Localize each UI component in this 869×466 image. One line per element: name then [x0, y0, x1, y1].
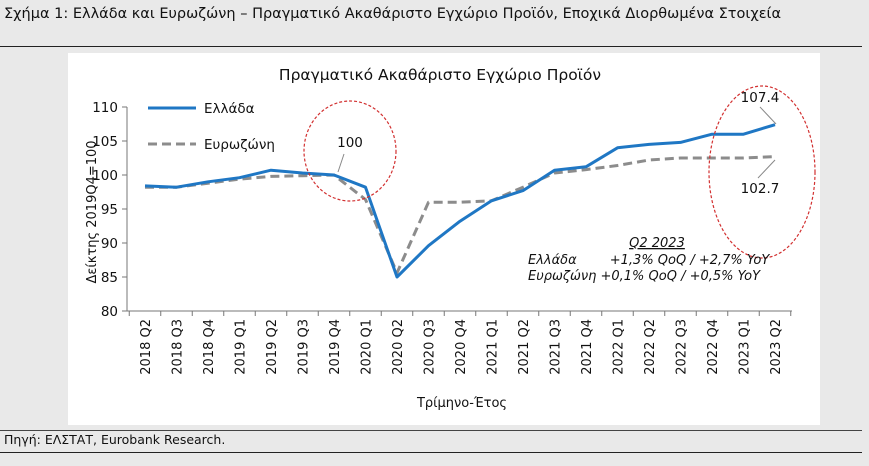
source-note: Πηγή: ΕΛΣΤΑΤ, Eurobank Research.: [4, 432, 226, 447]
x-tick-label: 2018 Q3: [171, 319, 186, 375]
y-tick-label: 80: [101, 304, 118, 320]
x-tick-label: 2020 Q1: [360, 319, 375, 375]
y-tick-label: 100: [92, 168, 118, 184]
chart-title: Πραγματικό Ακαθάριστο Εγχώριο Προϊόν: [279, 66, 601, 84]
annotation-euro-leader: [757, 159, 776, 179]
annotation-greece-leader: [759, 106, 777, 125]
x-axis-label: Τρίμηνο-Έτος: [416, 396, 507, 411]
x-tick-label: 2018 Q4: [202, 319, 217, 375]
stats-box-title: Q2 2023: [629, 236, 685, 251]
x-tick-label: 2022 Q2: [643, 319, 658, 375]
x-tick-label: 2018 Q2: [139, 319, 154, 375]
x-tick-label: 2023 Q2: [769, 319, 784, 375]
bottom-divider: [0, 452, 862, 453]
x-tick-label: 2022 Q1: [612, 319, 627, 375]
x-axis: 2018 Q2 2018 Q3 2018 Q4 2019 Q1 2019 Q2 2019 …: [127, 310, 792, 375]
x-tick-label: 2020 Q3: [423, 319, 438, 375]
x-tick-label: 2021 Q1: [486, 319, 501, 375]
legend-label-eurozone: Ευρωζώνη: [204, 137, 275, 153]
stats-box-greece: Ελλάδα +1,3% QoQ / +2,7% YoY: [528, 253, 770, 268]
y-axis-label: Δείκτης 2019Q4=100: [85, 140, 100, 283]
x-tick-label: 2022 Q4: [706, 319, 721, 375]
annotation-100-leader: [337, 153, 345, 173]
x-tick-label: 2020 Q4: [454, 319, 469, 375]
x-tick-label: 2021 Q2: [517, 319, 532, 375]
x-tick-label: 2019 Q1: [234, 319, 249, 375]
x-tick-label: 2019 Q4: [328, 319, 343, 375]
series-line-eurozone: [145, 155, 776, 275]
x-tick-label: 2021 Q3: [549, 319, 564, 375]
y-tick-label: 90: [101, 236, 118, 252]
x-tick-label: 2019 Q3: [297, 319, 312, 375]
x-tick-label: 2020 Q2: [391, 319, 406, 375]
highlight-circle-2023q2: [708, 85, 816, 259]
x-tick-label: 2022 Q3: [675, 319, 690, 375]
y-tick-label: 85: [101, 270, 118, 286]
x-tick-label: 2019 Q2: [265, 319, 280, 375]
x-tick-label: 2023 Q1: [738, 319, 753, 375]
caption-divider: [0, 46, 862, 47]
source-divider: [0, 430, 862, 431]
highlight-circle-2019q4: [303, 100, 397, 202]
annotation-greece-last: 107.4: [741, 90, 780, 106]
y-tick-label: 105: [92, 134, 118, 150]
annotation-euro-last: 102.7: [741, 181, 780, 197]
y-tick-label: 110: [92, 100, 118, 116]
chart-background: [68, 53, 820, 425]
legend-label-greece: Ελλάδα: [204, 101, 255, 117]
y-tick-label: 95: [101, 202, 118, 218]
y-axis: 80 85 90 95 100 105 110: [92, 100, 128, 320]
figure-caption: Σχήμα 1: Ελλάδα και Ευρωζώνη – Πραγματικ…: [4, 6, 781, 22]
series-layer: [144, 123, 776, 279]
annotation-100: 100: [337, 135, 363, 151]
series-line-greece: [144, 123, 776, 279]
stats-box-eurozone: Ευρωζώνη +0,1% QoQ / +0,5% YoY: [528, 269, 761, 284]
x-tick-label: 2021 Q4: [580, 319, 595, 375]
